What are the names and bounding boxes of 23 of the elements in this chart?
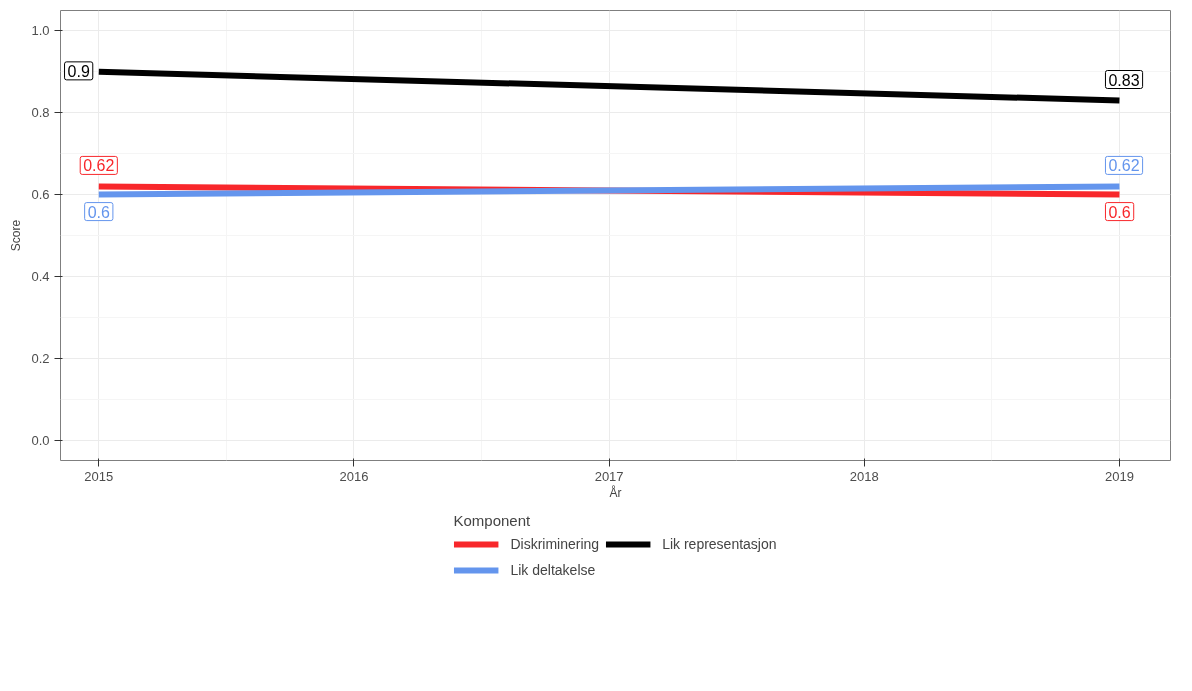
legend-label: Lik deltakelse [510, 562, 596, 578]
legend-label: Diskriminering [510, 536, 600, 552]
y-tick-label: 1.0 [31, 23, 50, 39]
data-label: 0.62 [1108, 157, 1140, 175]
data-label: 0.6 [87, 203, 110, 221]
x-tick-label: 2019 [1105, 468, 1134, 484]
x-tick-label: 2017 [594, 468, 624, 484]
x-tick-label: 2015 [84, 468, 114, 484]
x-tick-label: 2018 [849, 468, 879, 484]
y-tick-label: 0.4 [31, 268, 50, 284]
x-axis-title: År [609, 484, 622, 500]
data-label: 0.83 [1108, 71, 1140, 89]
y-tick-label: 0.8 [31, 105, 50, 121]
legend-title: Komponent [453, 512, 532, 529]
y-tick-label: 0.2 [31, 350, 50, 366]
y-tick-label: 0.0 [31, 432, 50, 448]
data-label: 0.62 [83, 157, 115, 175]
x-tick-label: 2016 [339, 468, 369, 484]
data-label: 0.9 [67, 62, 90, 80]
data-label: 0.6 [1108, 203, 1131, 221]
y-tick-label: 0.6 [31, 187, 50, 203]
y-axis-title: Score [9, 219, 24, 252]
legend-label: Lik representasjon [662, 536, 777, 552]
